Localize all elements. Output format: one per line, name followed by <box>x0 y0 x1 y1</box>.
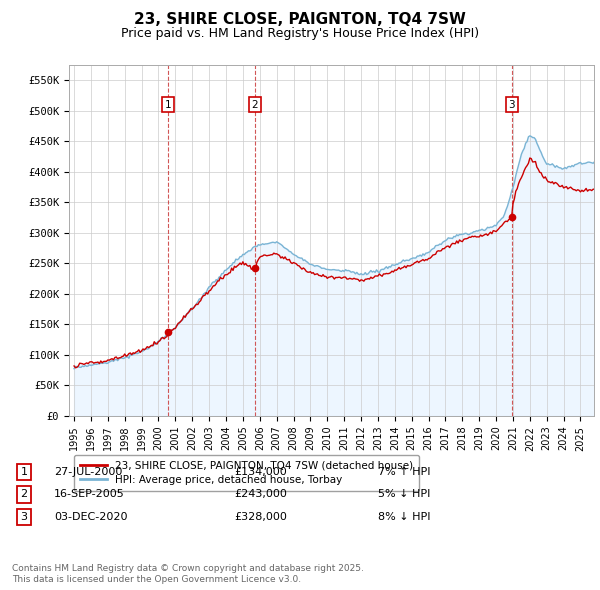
Text: 16-SEP-2005: 16-SEP-2005 <box>54 490 125 499</box>
Text: 1: 1 <box>20 467 28 477</box>
Text: £328,000: £328,000 <box>234 512 287 522</box>
Text: 2: 2 <box>20 490 28 499</box>
Text: 23, SHIRE CLOSE, PAIGNTON, TQ4 7SW: 23, SHIRE CLOSE, PAIGNTON, TQ4 7SW <box>134 12 466 27</box>
Text: This data is licensed under the Open Government Licence v3.0.: This data is licensed under the Open Gov… <box>12 575 301 584</box>
Text: 7% ↑ HPI: 7% ↑ HPI <box>378 467 431 477</box>
Text: £134,000: £134,000 <box>234 467 287 477</box>
Text: 2: 2 <box>251 100 258 110</box>
Text: 8% ↓ HPI: 8% ↓ HPI <box>378 512 431 522</box>
Text: 3: 3 <box>508 100 515 110</box>
Text: Price paid vs. HM Land Registry's House Price Index (HPI): Price paid vs. HM Land Registry's House … <box>121 27 479 40</box>
Text: 03-DEC-2020: 03-DEC-2020 <box>54 512 128 522</box>
Text: £243,000: £243,000 <box>234 490 287 499</box>
Text: 5% ↓ HPI: 5% ↓ HPI <box>378 490 430 499</box>
Legend: 23, SHIRE CLOSE, PAIGNTON, TQ4 7SW (detached house), HPI: Average price, detache: 23, SHIRE CLOSE, PAIGNTON, TQ4 7SW (deta… <box>74 454 419 491</box>
Text: Contains HM Land Registry data © Crown copyright and database right 2025.: Contains HM Land Registry data © Crown c… <box>12 565 364 573</box>
Text: 3: 3 <box>20 512 28 522</box>
Text: 27-JUL-2000: 27-JUL-2000 <box>54 467 122 477</box>
Text: 1: 1 <box>165 100 172 110</box>
